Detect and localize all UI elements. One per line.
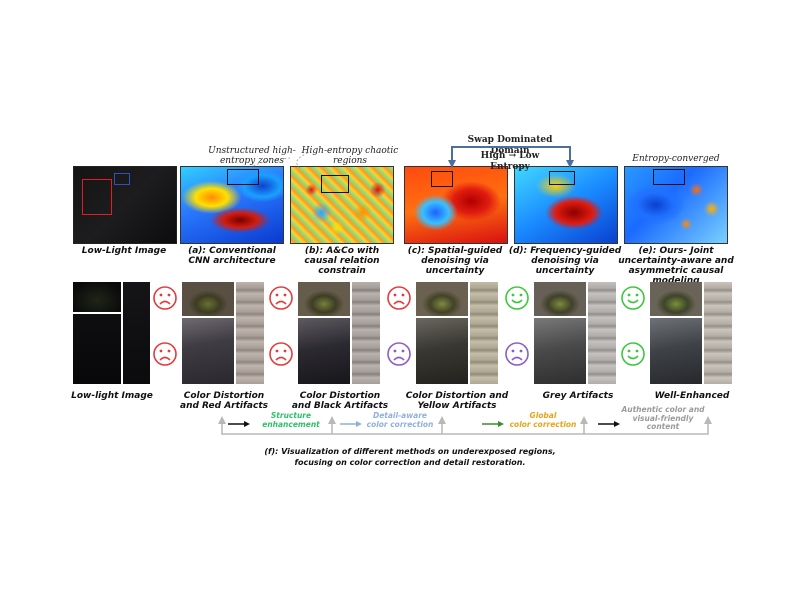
result-crop-5-bottom <box>650 318 702 384</box>
heatmap-b <box>290 166 394 244</box>
result-crop-2-side <box>352 282 380 384</box>
result-crop-1-top <box>182 282 234 316</box>
low-light-caption-top: Low-Light Image <box>81 246 167 256</box>
flow-step-global-color: Global color correction <box>509 411 577 429</box>
face-sad-1a <box>152 285 178 315</box>
annotation-swap-domain: Swap Dominated Domain <box>467 135 553 156</box>
result-crop-2-top <box>298 282 350 316</box>
result-crop-4-bottom <box>534 318 586 384</box>
flow-step-structure: Structure enhancement <box>262 411 320 429</box>
result-crop-5-top <box>650 282 702 316</box>
result-crop-5-side <box>704 282 732 384</box>
face-happy-5a <box>620 285 646 315</box>
heatmap-a <box>180 166 284 244</box>
heatmap-d <box>514 166 618 244</box>
face-happy-4a <box>504 285 530 315</box>
caption-bottom-1: Color Distortion and Red Artifacts <box>180 391 268 411</box>
face-happy-5b <box>620 341 646 371</box>
heatmap-c <box>404 166 508 244</box>
low-light-crop-bottom <box>73 314 121 384</box>
caption-bottom-4: Grey Artifacts <box>542 391 614 401</box>
caption-bottom-3: Color Distortion and Yellow Artifacts <box>405 391 509 411</box>
result-crop-3-bottom <box>416 318 468 384</box>
low-light-crop-side <box>123 282 150 384</box>
result-crop-3-top <box>416 282 468 316</box>
caption-b: (b): A&Co with causal relation constrain <box>304 246 380 276</box>
caption-c: (c): Spatial-guided denoising via uncert… <box>407 246 503 276</box>
red-highlight-box <box>82 179 112 215</box>
result-crop-4-side <box>588 282 616 384</box>
flow-step-authentic: Authentic color and visual-friendly cont… <box>621 405 705 431</box>
annotation-chaotic: High-entropy chaotic regions <box>301 146 399 166</box>
face-sad-3b <box>386 341 412 371</box>
caption-bottom-2: Color Distortion and Black Artifacts <box>291 391 389 411</box>
result-crop-2-bottom <box>298 318 350 384</box>
face-sad-2b <box>268 341 294 371</box>
blue-highlight-box <box>114 173 130 185</box>
result-crop-3-side <box>470 282 498 384</box>
figure-caption: (f): Visualization of different methods … <box>264 447 556 467</box>
caption-a: (a): Conventional CNN architecture <box>188 246 276 266</box>
result-crop-1-side <box>236 282 264 384</box>
low-light-image-top <box>73 166 177 244</box>
face-sad-1b <box>152 341 178 371</box>
flow-step-detail-color: Detail-aware color correction <box>366 411 434 429</box>
annotation-entropy-converged: Entropy-converged <box>632 154 720 164</box>
low-light-crop-top <box>73 282 121 312</box>
heatmap-e <box>624 166 728 244</box>
caption-d: (d): Frequency-guided denoising via unce… <box>508 246 622 276</box>
annotation-entropy-shift: High → Low Entropy <box>480 151 540 172</box>
result-crop-4-top <box>534 282 586 316</box>
face-sad-2a <box>268 285 294 315</box>
result-crop-1-bottom <box>182 318 234 384</box>
annotation-unstructured: Unstructured high- entropy zones <box>208 146 296 166</box>
caption-bottom-5: Well-Enhanced <box>654 391 730 401</box>
face-sad-4b <box>504 341 530 371</box>
face-sad-3a <box>386 285 412 315</box>
caption-e: (e): Ours- Joint uncertainty-aware and a… <box>618 246 734 286</box>
low-light-caption-bottom: Low-light Image <box>71 391 153 401</box>
